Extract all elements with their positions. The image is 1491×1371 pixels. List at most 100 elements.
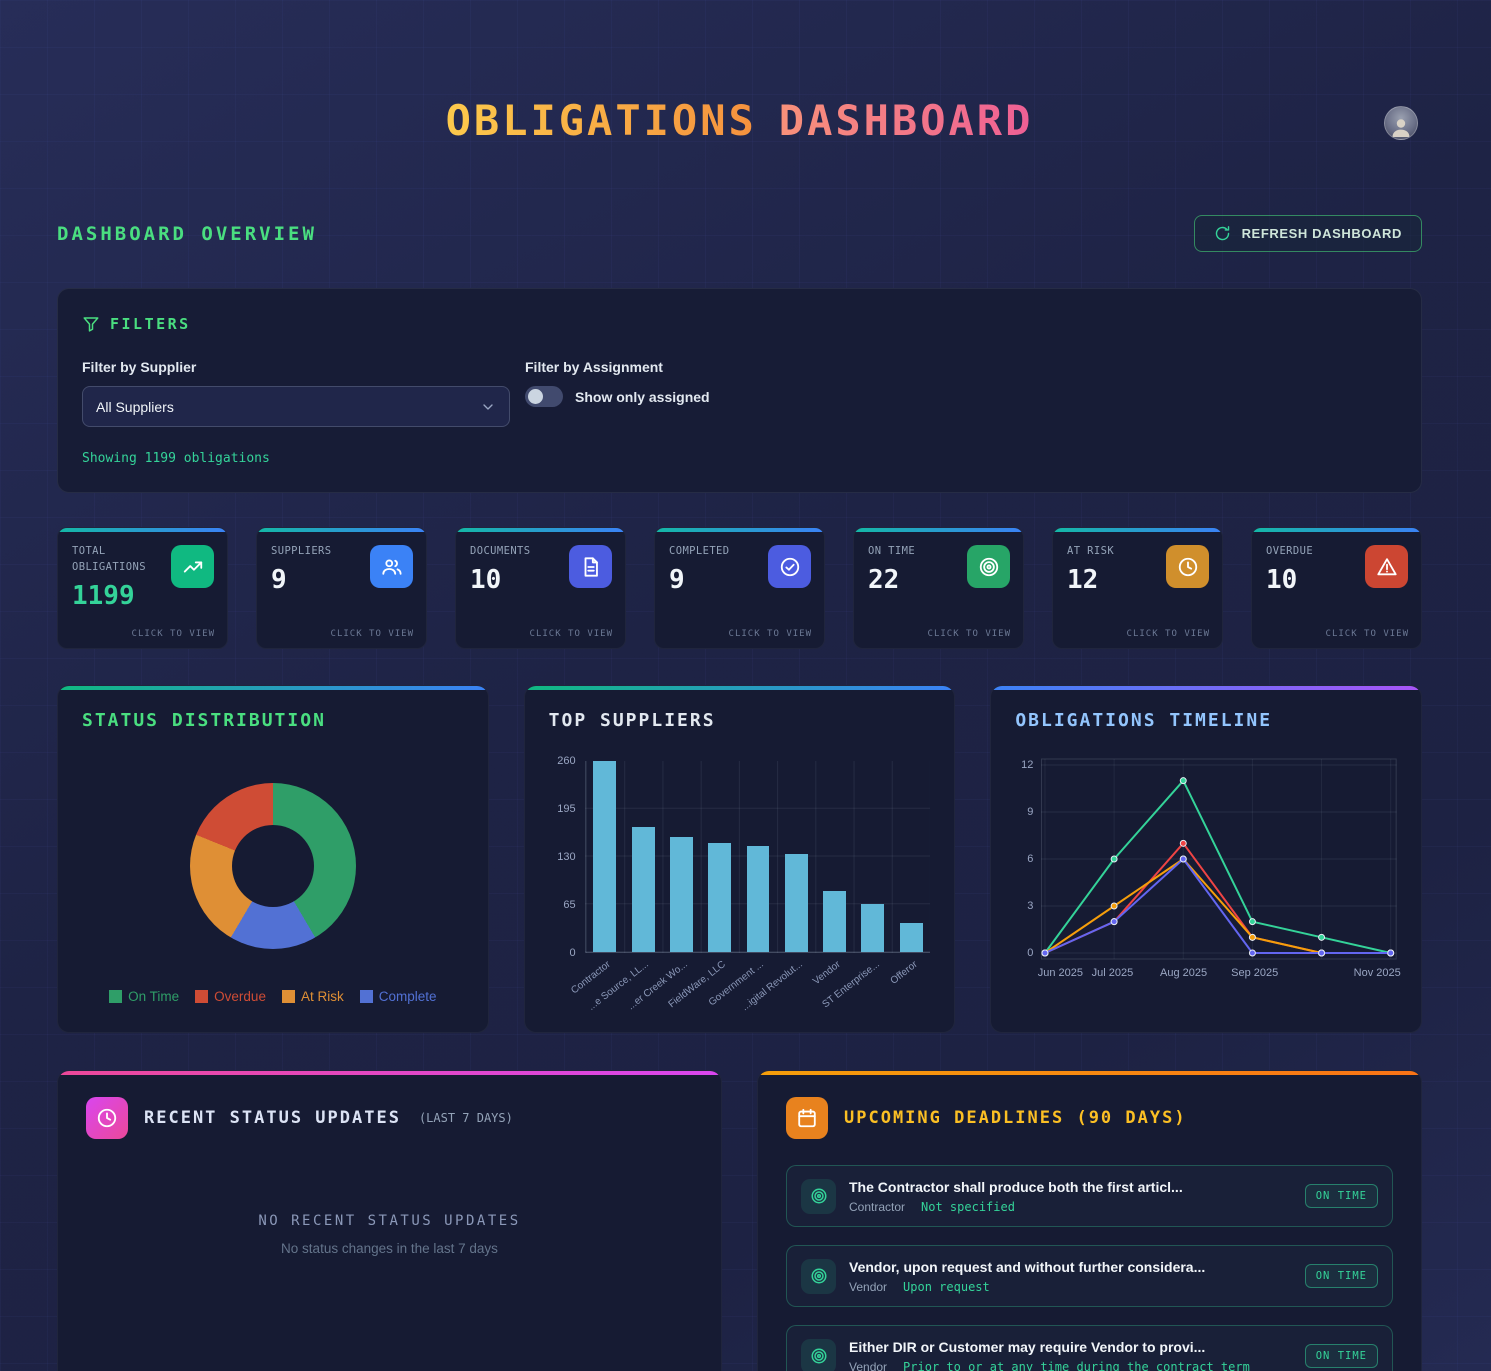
- legend-item: At Risk: [281, 989, 344, 1004]
- stat-value: 10: [470, 564, 502, 595]
- target-icon: [967, 545, 1010, 588]
- deadline-who: Vendor: [849, 1359, 888, 1371]
- assignment-filter-label: Filter by Assignment: [525, 359, 663, 375]
- showing-count-text: Showing 1199 obligations: [82, 451, 270, 466]
- stat-action: CLICK TO VIEW: [927, 629, 1011, 639]
- deadline-item[interactable]: Either DIR or Customer may require Vendo…: [786, 1325, 1393, 1371]
- deadline-when: Prior to or at any time during the contr…: [903, 1359, 1250, 1371]
- bottom-row: RECENT STATUS UPDATES (LAST 7 DAYS) NO R…: [57, 1070, 1422, 1371]
- deadline-when: Not specified: [921, 1199, 1015, 1214]
- refresh-button-label: REFRESH DASHBOARD: [1241, 226, 1402, 241]
- recent-updates-empty-state: NO RECENT STATUS UPDATES No status chang…: [86, 1213, 693, 1256]
- top-suppliers-card: TOP SUPPLIERS 0 65 130 195 260 Contractor...…: [523, 685, 956, 1033]
- bar: [708, 842, 732, 952]
- stat-label: SUPPLIERS: [271, 545, 332, 557]
- assigned-only-label: Show only assigned: [575, 388, 710, 405]
- clock-icon: [1166, 545, 1209, 588]
- stats-row: TOTAL OBLIGATIONS 1199 CLICK TO VIEW SUP…: [57, 527, 1422, 649]
- stat-value: 12: [1067, 564, 1099, 595]
- stat-label: OVERDUE: [1266, 545, 1314, 557]
- deadline-list: The Contractor shall produce both the fi…: [786, 1165, 1393, 1371]
- funnel-icon: [82, 315, 100, 333]
- stat-action: CLICK TO VIEW: [728, 629, 812, 639]
- bar-plot-bars: [586, 761, 931, 952]
- legend-item: Complete: [359, 989, 437, 1004]
- status-distribution-title: STATUS DISTRIBUTION: [82, 710, 326, 731]
- bar-x-labels: Contractor ...e Source, LL... ...er Creek …: [568, 959, 920, 1014]
- target-icon: [801, 1338, 836, 1371]
- filters-panel: FILTERS Filter by Supplier All Suppliers…: [57, 288, 1422, 493]
- person-icon: [1392, 119, 1410, 137]
- stat-action: CLICK TO VIEW: [330, 629, 414, 639]
- bar: [784, 853, 808, 952]
- status-distribution-card: STATUS DISTRIBUTION On Time Overdue At Ris…: [57, 685, 489, 1033]
- stat-value: 9: [669, 564, 685, 595]
- stat-card-at-risk[interactable]: AT RISK 12 CLICK TO VIEW: [1052, 527, 1223, 649]
- document-icon: [569, 545, 612, 588]
- bar: [746, 846, 770, 952]
- section-header: DASHBOARD OVERVIEW REFRESH DASHBOARD: [57, 215, 1422, 252]
- stat-action: CLICK TO VIEW: [1126, 629, 1210, 639]
- deadline-who: Contractor: [849, 1199, 906, 1214]
- status-badge: ON TIME: [1304, 1344, 1378, 1368]
- assigned-only-toggle[interactable]: [525, 386, 563, 407]
- stat-card-suppliers[interactable]: SUPPLIERS 9 CLICK TO VIEW: [256, 527, 427, 649]
- alert-triangle-icon: [1365, 545, 1408, 588]
- refresh-icon: [1214, 225, 1231, 242]
- calendar-icon: [786, 1097, 828, 1139]
- bar: [593, 761, 617, 952]
- deadline-who: Vendor: [849, 1279, 888, 1294]
- timeline-x-labels: Jun 2025 Jul 2025 Aug 2025 Sep 2025 Nov 2025: [1037, 967, 1401, 979]
- section-title: DASHBOARD OVERVIEW: [57, 222, 317, 245]
- user-avatar[interactable]: [1384, 106, 1418, 140]
- stat-card-completed[interactable]: COMPLETED 9 CLICK TO VIEW: [654, 527, 825, 649]
- bar-plot: [584, 761, 931, 953]
- upcoming-deadlines-card: UPCOMING DEADLINES (90 DAYS) The Contrac…: [757, 1070, 1422, 1371]
- timeline-y-axis: 0 3 6 9 12: [1021, 759, 1034, 959]
- stat-value: 10: [1266, 564, 1298, 595]
- status-legend: On Time Overdue At Risk Complete: [82, 989, 464, 1004]
- stat-action: CLICK TO VIEW: [131, 629, 215, 639]
- deadline-title: Vendor, upon request and without further…: [849, 1258, 1206, 1275]
- recent-updates-subtitle: (LAST 7 DAYS): [418, 1111, 513, 1125]
- chevron-down-icon: [480, 399, 496, 415]
- obligations-timeline-title: OBLIGATIONS TIMELINE: [1015, 710, 1273, 731]
- stat-label: COMPLETED: [669, 545, 730, 557]
- status-badge: ON TIME: [1304, 1264, 1378, 1288]
- users-icon: [370, 545, 413, 588]
- stat-card-on-time[interactable]: ON TIME 22 CLICK TO VIEW: [853, 527, 1024, 649]
- page-title-obligations: OBLIGATIONS: [445, 96, 757, 145]
- stat-label: ON TIME: [868, 545, 916, 557]
- refresh-dashboard-button[interactable]: REFRESH DASHBOARD: [1193, 215, 1422, 252]
- stat-action: CLICK TO VIEW: [529, 629, 613, 639]
- supplier-filter-label: Filter by Supplier: [82, 359, 197, 375]
- filters-title-row: FILTERS: [82, 315, 1397, 333]
- bar: [669, 837, 693, 952]
- page-title: OBLIGATIONS DASHBOARD: [57, 96, 1422, 145]
- supplier-select[interactable]: All Suppliers: [82, 386, 510, 427]
- deadline-title: The Contractor shall produce both the fi…: [849, 1178, 1183, 1195]
- target-icon: [801, 1258, 836, 1294]
- top-suppliers-bar-chart: 0 65 130 195 260 Contractor ...e Source, LL..…: [549, 755, 931, 1017]
- stat-label: TOTAL OBLIGATIONS: [72, 545, 146, 573]
- stat-label: DOCUMENTS: [470, 545, 531, 557]
- status-donut-chart: [189, 783, 356, 949]
- stat-value: 9: [271, 564, 287, 595]
- empty-state-title: NO RECENT STATUS UPDATES: [258, 1213, 521, 1229]
- bar: [899, 922, 923, 952]
- stat-card-total-obligations[interactable]: TOTAL OBLIGATIONS 1199 CLICK TO VIEW: [57, 527, 228, 649]
- recent-updates-title: RECENT STATUS UPDATES: [144, 1108, 401, 1128]
- donut-hole: [231, 825, 314, 907]
- timeline-svg: [1041, 758, 1397, 960]
- stat-card-documents[interactable]: DOCUMENTS 10 CLICK TO VIEW: [455, 527, 626, 649]
- deadline-title: Either DIR or Customer may require Vendo…: [849, 1338, 1206, 1355]
- upcoming-deadlines-title: UPCOMING DEADLINES (90 DAYS): [844, 1108, 1187, 1128]
- stat-label: AT RISK: [1067, 545, 1115, 557]
- stat-card-overdue[interactable]: OVERDUE 10 CLICK TO VIEW: [1251, 527, 1422, 649]
- deadline-item[interactable]: The Contractor shall produce both the fi…: [786, 1165, 1393, 1227]
- empty-state-subtitle: No status changes in the last 7 days: [281, 1241, 498, 1256]
- check-circle-icon: [768, 545, 811, 588]
- deadline-item[interactable]: Vendor, upon request and without further…: [786, 1245, 1393, 1307]
- charts-row: STATUS DISTRIBUTION On Time Overdue At Ris…: [57, 685, 1422, 1033]
- timeline-line-chart: 0 3 6 9 12 Jun 2025 Jul 2025 Aug 2025 Sep 2025 N…: [1015, 757, 1401, 985]
